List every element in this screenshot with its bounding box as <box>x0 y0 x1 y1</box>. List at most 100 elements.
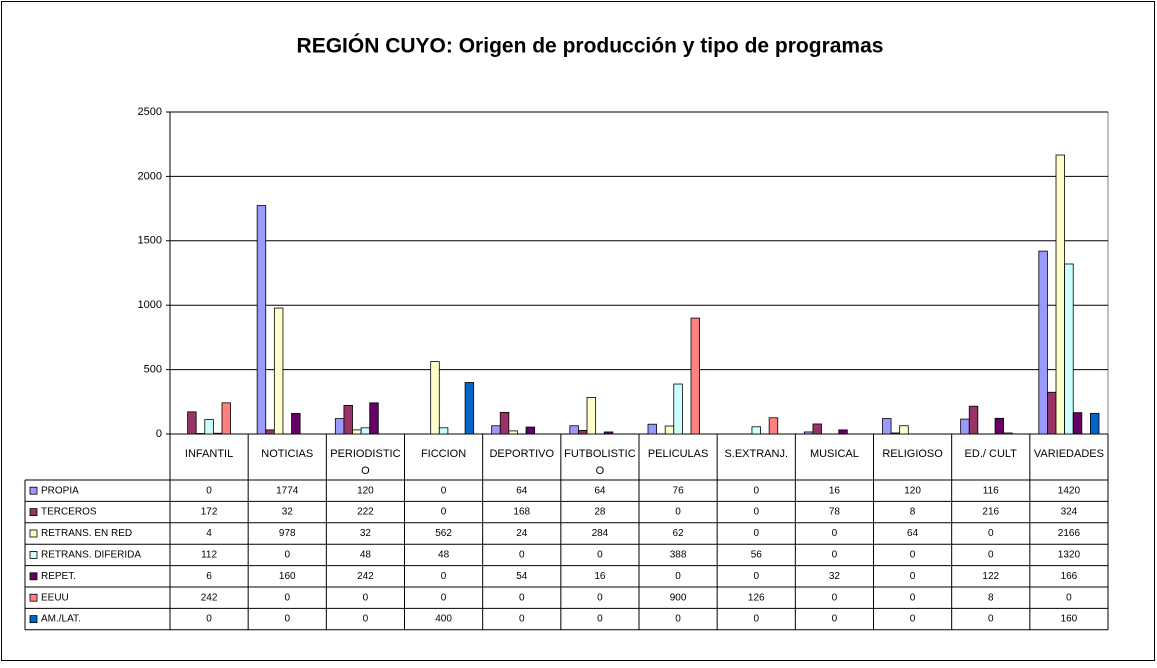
legend-swatch <box>29 529 38 538</box>
bar <box>221 402 231 435</box>
bar <box>690 317 700 435</box>
table-cell: 0 <box>910 614 916 625</box>
table-cell: 0 <box>1066 592 1072 603</box>
x-tick-label: S.EXTRANJ. <box>724 448 789 460</box>
table-cell: 56 <box>751 550 763 561</box>
legend-swatch <box>29 572 38 581</box>
table-cell: 62 <box>673 528 685 539</box>
table-cell: 216 <box>982 507 999 518</box>
table-cell: 0 <box>832 592 838 603</box>
table-cell: 0 <box>441 592 447 603</box>
y-tick-label: 500 <box>144 364 162 376</box>
chart-title: REGIÓN CUYO: Origen de producción y tipo… <box>297 34 884 58</box>
bar <box>603 431 614 435</box>
table-cell: 64 <box>594 485 606 496</box>
table-cell: 0 <box>675 507 681 518</box>
table-cell: 168 <box>513 507 530 518</box>
table-cell: 284 <box>592 528 609 539</box>
table-cell: 8 <box>910 507 916 518</box>
bar <box>968 405 979 435</box>
bar <box>578 429 588 435</box>
x-tick-label: PERIODISTICO <box>330 448 401 477</box>
table-cell: 0 <box>753 485 759 496</box>
table-cell: 0 <box>910 592 916 603</box>
x-tick-label: VARIEDADES <box>1033 448 1104 460</box>
bar <box>994 417 1005 435</box>
table-cell: 32 <box>282 507 294 518</box>
table-cell: 0 <box>832 614 838 625</box>
table-cell: 160 <box>279 571 296 582</box>
table-cell: 32 <box>360 528 372 539</box>
bar <box>343 405 353 435</box>
table-cell: 24 <box>516 528 528 539</box>
bar <box>187 411 197 435</box>
x-tick-label: INFANTIL <box>184 448 234 460</box>
bar <box>499 411 510 435</box>
table-cell: 1774 <box>276 485 299 496</box>
bar <box>430 361 440 435</box>
y-tick-label: 2500 <box>138 106 162 118</box>
x-tick-label-box: DEPORTIVO <box>489 448 554 460</box>
y-tick-label: 0 <box>156 428 162 440</box>
table-cell: 64 <box>907 528 919 539</box>
table-cell: 1320 <box>1058 550 1081 561</box>
table-cell: 0 <box>832 550 838 561</box>
table-cell: 32 <box>829 571 841 582</box>
table-cell: 0 <box>597 614 603 625</box>
table-cell: 166 <box>1061 571 1078 582</box>
bar <box>812 423 822 435</box>
x-tick-label: PELICULAS <box>647 448 709 460</box>
x-tick-label-box: S.EXTRANJ. <box>724 448 789 460</box>
bar <box>1047 391 1057 435</box>
legend-label: PROPIA <box>41 485 79 496</box>
table-cell: 0 <box>675 614 681 625</box>
table-cell: 0 <box>832 528 838 539</box>
table-cell: 0 <box>988 550 994 561</box>
bar <box>768 417 779 435</box>
table-cell: 0 <box>753 507 759 518</box>
y-tick-label: 1500 <box>138 235 162 247</box>
table-cell: 120 <box>357 485 374 496</box>
bar <box>664 425 675 435</box>
table-cell: 222 <box>357 507 374 518</box>
x-tick-label: MUSICAL <box>809 448 859 460</box>
legend-label: RETRANS. DIFERIDA <box>41 550 141 561</box>
table-cell: 0 <box>910 571 916 582</box>
table-cell: 324 <box>1061 507 1078 518</box>
table-cell: 78 <box>829 507 841 518</box>
x-tick-label: ED./ CULT <box>964 448 1017 460</box>
bar <box>751 426 761 435</box>
bar <box>673 383 683 435</box>
legend-swatch <box>29 486 38 495</box>
bar <box>586 397 597 435</box>
table-cell: 0 <box>284 614 290 625</box>
table-cell: 8 <box>988 592 994 603</box>
x-tick-label: NOTICIAS <box>261 448 314 460</box>
table-cell: 562 <box>435 528 452 539</box>
legend-swatch <box>29 593 38 602</box>
table-cell: 400 <box>435 614 452 625</box>
table-cell: 0 <box>753 614 759 625</box>
bar <box>960 418 970 435</box>
table-cell: 28 <box>594 507 606 518</box>
table-cell: 0 <box>363 614 369 625</box>
bar <box>525 426 536 435</box>
table-cell: 0 <box>206 614 212 625</box>
table-cell: 1420 <box>1058 485 1081 496</box>
x-tick-label-box: VARIEDADES <box>1033 448 1104 460</box>
x-tick-label-box: RELIGIOSO <box>882 448 943 460</box>
bar <box>1072 412 1083 435</box>
table-cell: 0 <box>519 614 525 625</box>
table-cell: 0 <box>441 485 447 496</box>
table-cell: 122 <box>982 571 999 582</box>
bar <box>508 430 518 435</box>
bar <box>1064 263 1074 435</box>
table-cell: 978 <box>279 528 296 539</box>
bar <box>360 427 371 435</box>
table-cell: 242 <box>201 592 218 603</box>
table-cell: 76 <box>673 485 685 496</box>
bar <box>1055 154 1066 435</box>
table-cell: 4 <box>206 528 212 539</box>
legend-swatch <box>29 551 38 559</box>
bar <box>1038 250 1048 435</box>
